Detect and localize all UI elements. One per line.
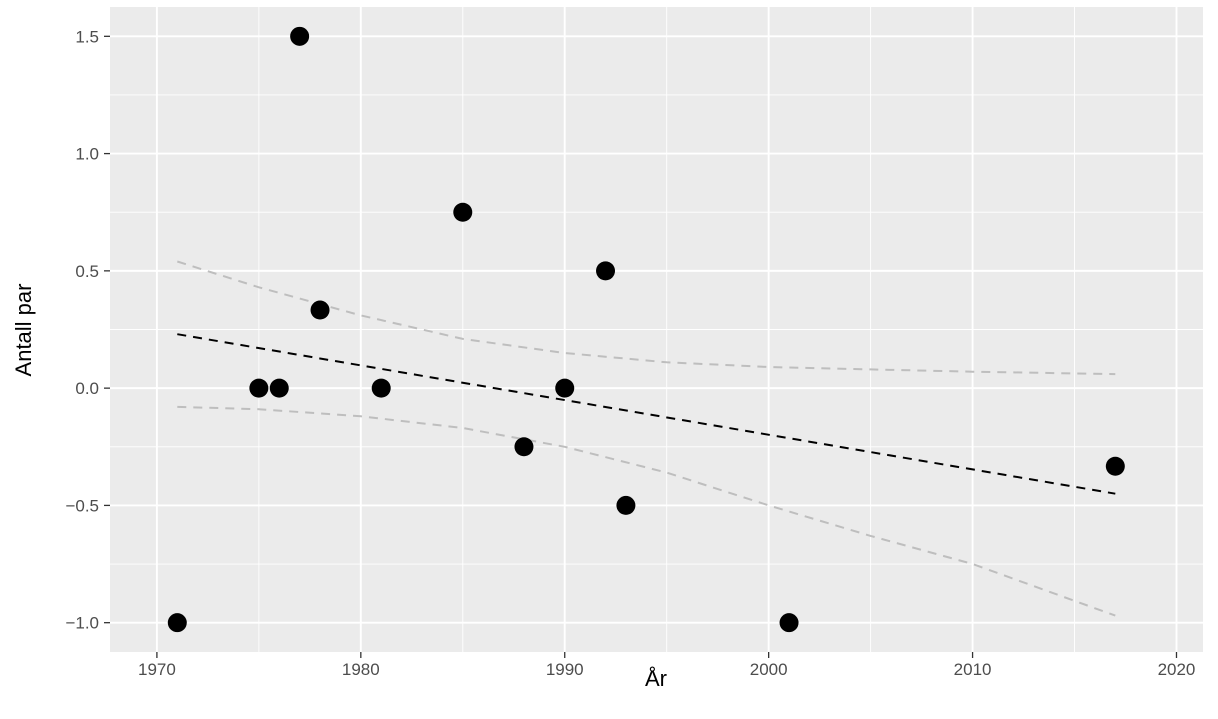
x-tick-label: 2010 [954,660,992,679]
x-axis: 1970 1980 1990 2000 2010 2020 [138,652,1195,679]
x-tick-label: 1970 [138,660,176,679]
data-point [555,378,575,398]
x-tick-label: 1980 [342,660,380,679]
y-tick-label: 1.5 [75,27,99,46]
data-point [269,378,289,398]
confidence-upper-line [176,260,1116,376]
y-axis: −1.0 −0.5 0.0 0.5 1.0 1.5 [65,27,110,633]
data-point [779,613,799,633]
x-tick-label: 2020 [1158,660,1196,679]
data-point [596,261,616,281]
y-tick-label: 1.0 [75,145,99,164]
data-point [371,378,391,398]
x-tick-label: 2000 [750,660,788,679]
data-point [514,437,534,457]
data-points [167,26,1125,633]
trend-layer [177,333,1116,495]
data-point [1105,456,1125,476]
confidence-lower-line [177,405,1116,617]
data-point [453,202,473,222]
minor-gridlines [110,7,1203,652]
data-point [249,378,269,398]
x-axis-title: År [645,666,667,691]
trend-line [177,333,1116,495]
y-tick-label: −0.5 [65,496,99,515]
y-tick-label: −1.0 [65,614,99,633]
confidence-band [176,260,1116,617]
x-tick-label: 1990 [546,660,584,679]
data-point [290,26,310,46]
data-point [167,613,187,633]
y-tick-label: 0.5 [75,262,99,281]
y-axis-title: Antall par [11,284,36,377]
data-point [616,495,636,515]
y-tick-label: 0.0 [75,379,99,398]
major-gridlines [110,7,1203,652]
data-point [310,300,330,320]
